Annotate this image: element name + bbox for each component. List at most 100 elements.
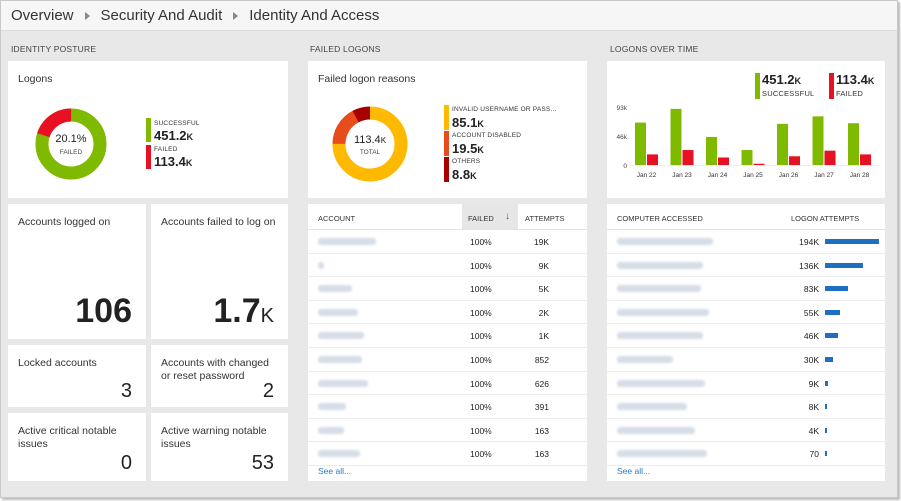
sort-down-arrow-icon[interactable]: ↓ <box>505 211 510 222</box>
table-row[interactable]: 100% 19K <box>308 230 587 254</box>
table-row[interactable]: 55K <box>607 301 885 325</box>
attempts-cell: 163 <box>534 449 549 460</box>
reason-others-label: OTHERS <box>452 158 481 165</box>
accounts-failed-tile[interactable]: Accounts failed to log on 1.7K <box>151 204 288 339</box>
attempts-cell: 391 <box>534 402 549 413</box>
breadcrumb-identity-and-access: Identity And Access <box>249 7 380 24</box>
logons-over-time-tile[interactable]: 451.2K SUCCESSFUL 113.4K FAILED 0 46k 93k J… <box>607 61 885 198</box>
warning-issues-value: 53 <box>251 452 274 474</box>
chevron-right-icon <box>84 11 90 20</box>
overtime-successful-swatch <box>755 73 760 99</box>
section-failed-logons: FAILED LOGONS <box>310 44 381 54</box>
x-tick-label: Jan 23 <box>672 172 692 179</box>
x-tick-label: Jan 24 <box>708 172 728 179</box>
attempts-cell: 5K <box>538 284 549 295</box>
donut-segment-0 <box>332 106 408 182</box>
table-row[interactable]: 100% 2K <box>308 301 587 325</box>
y-tick-label: 46k <box>617 134 628 141</box>
computer-name-redacted <box>617 308 709 316</box>
bar-successful-3 <box>741 150 753 165</box>
table-row[interactable]: 4K <box>607 419 885 443</box>
col-attempts[interactable]: ATTEMPTS <box>525 214 565 223</box>
account-name-redacted <box>318 261 324 269</box>
logon-attempts-cell: 46K <box>803 331 819 342</box>
logon-attempts-cell: 70 <box>809 449 819 460</box>
accounts-table-header: ACCOUNT FAILED ↓ ATTEMPTS <box>308 204 587 230</box>
accounts-logged-on-tile[interactable]: Accounts logged on 106 <box>8 204 146 339</box>
table-row[interactable]: 194K <box>607 230 885 254</box>
accounts-logged-on-value: 106 <box>75 292 132 330</box>
bar-failed-6 <box>860 154 871 165</box>
attempts-cell: 626 <box>534 378 549 389</box>
col-failed-sorted[interactable] <box>462 204 518 229</box>
attempts-cell: 1K <box>538 331 549 342</box>
logons-tile[interactable]: Logons 20.1% FAILED SUCCESSFUL 451.2K FA… <box>8 61 288 198</box>
logon-attempts-cell: 30K <box>803 355 819 365</box>
table-row[interactable]: 100% 9K <box>308 254 587 278</box>
failed-cell: 100% <box>470 237 492 247</box>
table-row[interactable]: 100% 626 <box>308 372 587 396</box>
table-row[interactable]: 70 <box>607 442 885 466</box>
section-identity-posture: IDENTITY POSTURE <box>11 44 97 54</box>
reason-disabled-swatch <box>444 131 449 156</box>
changed-password-value: 2 <box>262 380 274 402</box>
reason-others-swatch <box>444 157 449 182</box>
logon-attempts-bar <box>825 309 841 315</box>
failed-cell: 100% <box>470 425 492 436</box>
computer-name-redacted <box>617 332 703 340</box>
table-row[interactable]: 30K <box>607 348 885 372</box>
table-row[interactable]: 136K <box>607 254 885 278</box>
overtime-successful-label: SUCCESSFUL <box>762 89 815 98</box>
accounts-logged-on-title: Accounts logged on <box>18 216 111 228</box>
table-row[interactable]: 100% 852 <box>308 348 587 372</box>
col-failed[interactable]: FAILED <box>468 214 494 223</box>
computers-table: COMPUTER ACCESSED LOGON ATTEMPTS 194K 136… <box>607 204 885 481</box>
warning-issues-tile[interactable]: Active warning notable issues 53 <box>151 413 288 481</box>
logon-attempts-bar <box>825 427 827 433</box>
donut-segment-1 <box>332 106 408 182</box>
col-computer-accessed[interactable]: COMPUTER ACCESSED <box>617 214 703 223</box>
failed-cell: 100% <box>470 449 492 460</box>
failed-reasons-tile[interactable]: Failed logon reasons 113.4K TOTAL INVALI… <box>308 61 587 198</box>
changed-password-tile[interactable]: Accounts with changed or reset password … <box>151 345 288 407</box>
computer-name-redacted <box>617 379 705 387</box>
warning-issues-title: Active warning notable issues <box>161 425 267 450</box>
reason-disabled-label: ACCOUNT DISABLED <box>452 132 522 139</box>
locked-accounts-tile[interactable]: Locked accounts 3 <box>8 345 146 407</box>
table-row[interactable]: 9K <box>607 372 885 396</box>
account-name-redacted <box>318 403 346 411</box>
chevron-right-icon <box>233 11 239 20</box>
accounts-failed-value: 1.7K <box>213 292 274 330</box>
accounts-see-all-link[interactable]: See all... <box>318 466 352 476</box>
table-row[interactable]: 100% 163 <box>308 419 587 443</box>
table-row[interactable]: 8K <box>607 395 885 419</box>
table-row[interactable]: 100% 5K <box>308 277 587 301</box>
computers-table-header: COMPUTER ACCESSED LOGON ATTEMPTS <box>607 204 885 230</box>
computer-name-redacted <box>617 426 695 434</box>
table-row[interactable]: 100% 1K <box>308 324 587 348</box>
failed-legend-swatch <box>146 145 151 169</box>
table-row[interactable]: 83K <box>607 277 885 301</box>
table-row[interactable]: 100% 163 <box>308 442 587 466</box>
logon-attempts-bar <box>825 404 828 410</box>
account-name-redacted <box>318 332 364 340</box>
col-account[interactable]: ACCOUNT <box>318 214 356 223</box>
successful-legend-swatch <box>146 118 151 142</box>
breadcrumb-overview[interactable]: Overview <box>11 7 74 24</box>
critical-issues-tile[interactable]: Active critical notable issues 0 <box>8 413 146 481</box>
failed-legend-value: 113.4K <box>154 154 193 169</box>
computer-name-redacted <box>617 238 713 245</box>
computer-name-redacted <box>617 261 703 269</box>
table-row[interactable]: 46K <box>607 324 885 348</box>
logon-attempts-bar <box>825 357 834 362</box>
reason-others-value: 8.8K <box>452 167 477 182</box>
locked-accounts-value: 3 <box>120 380 132 402</box>
reasons-center-label: TOTAL <box>359 149 381 156</box>
breadcrumb-security-and-audit[interactable]: Security And Audit <box>100 7 223 24</box>
section-logons-over-time: LOGONS OVER TIME <box>610 44 699 54</box>
computers-see-all-link[interactable]: See all... <box>617 466 651 476</box>
failed-cell: 100% <box>470 378 492 389</box>
col-logon-attempts[interactable]: LOGON ATTEMPTS <box>791 214 860 223</box>
table-row[interactable]: 100% 391 <box>308 395 587 419</box>
failed-reasons-title: Failed logon reasons <box>318 73 416 85</box>
